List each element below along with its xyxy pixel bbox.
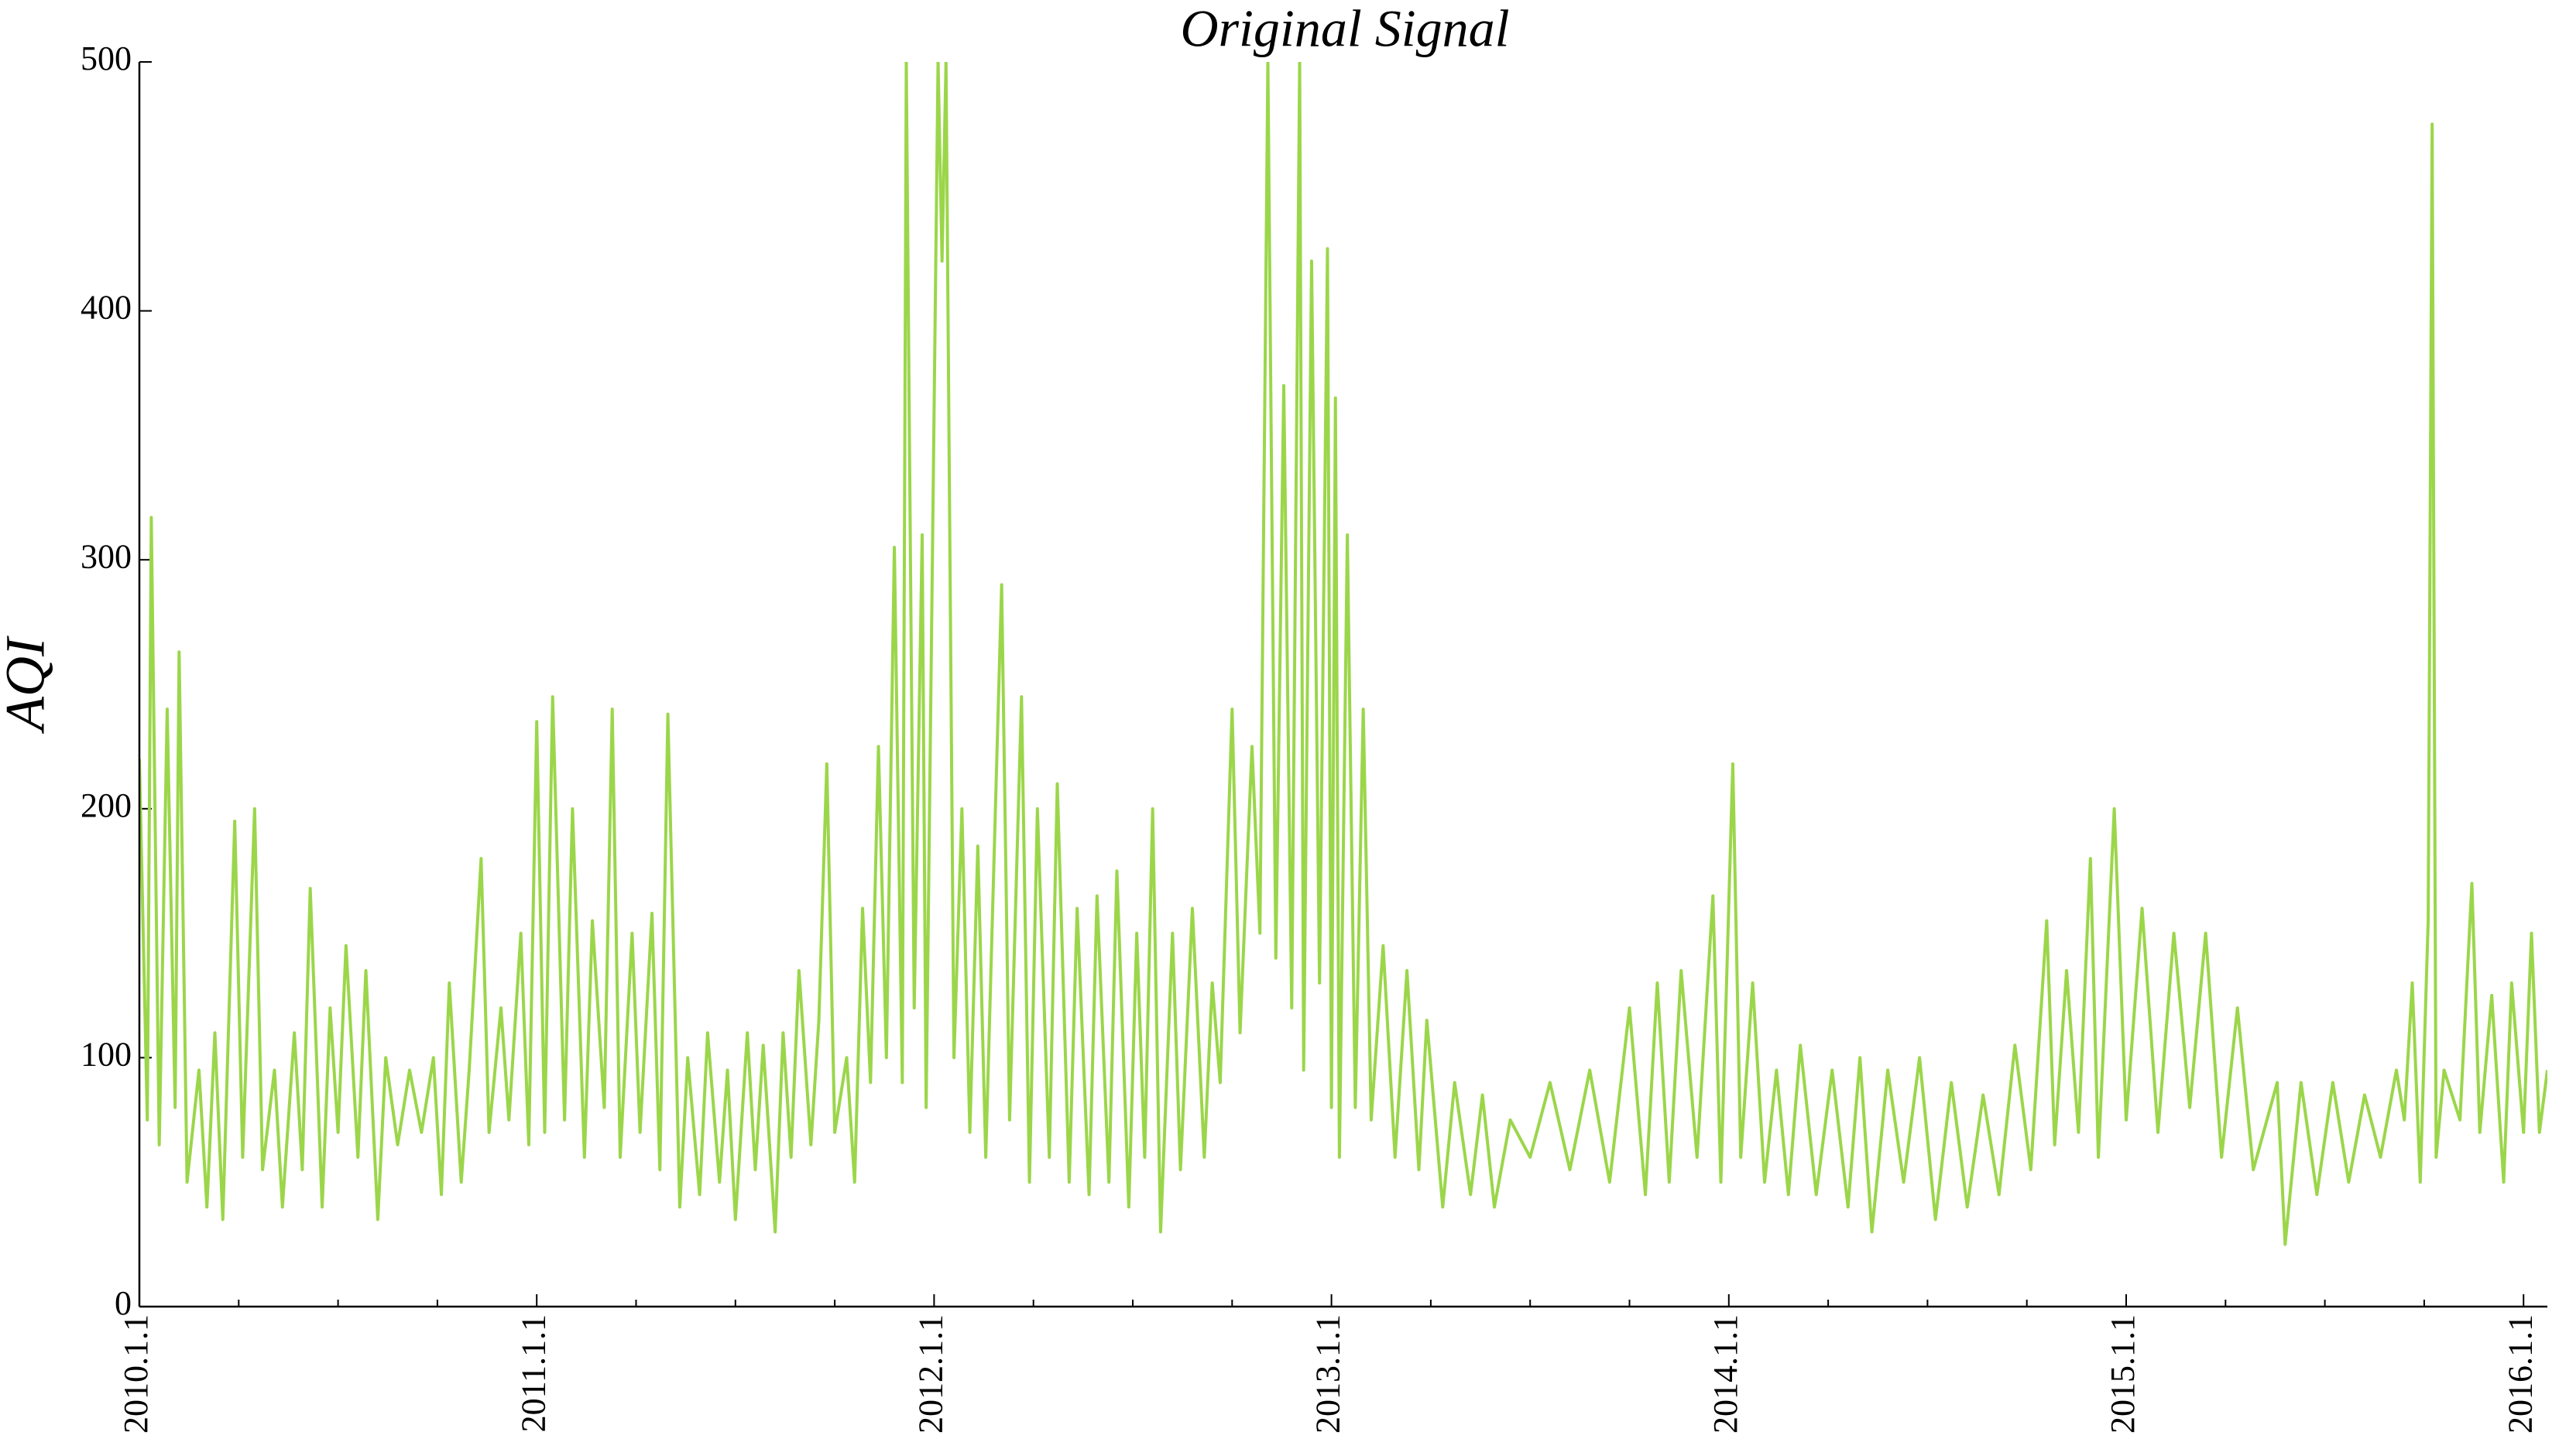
x-tick-label: 2010.1.1 xyxy=(117,1314,155,1434)
y-tick-label: 300 xyxy=(81,537,132,575)
x-tick-label: 2014.1.1 xyxy=(1707,1314,1744,1434)
x-tick-label: 2011.1.1 xyxy=(514,1314,552,1432)
x-tick-label: 2013.1.1 xyxy=(1309,1314,1347,1434)
y-tick-label: 200 xyxy=(81,786,132,824)
x-tick-label: 2012.1.1 xyxy=(911,1314,949,1434)
x-tick-label: 2016.1.1 xyxy=(2501,1314,2539,1434)
y-tick-label: 0 xyxy=(115,1284,132,1322)
y-tick-label: 100 xyxy=(81,1035,132,1073)
y-tick-label: 500 xyxy=(81,39,132,77)
chart-title: Original Signal xyxy=(1180,0,1509,58)
y-tick-label: 400 xyxy=(81,289,132,327)
data-line xyxy=(139,62,2547,1246)
x-tick-label: 2015.1.1 xyxy=(2104,1314,2142,1434)
y-axis-label: AQI xyxy=(0,636,57,734)
